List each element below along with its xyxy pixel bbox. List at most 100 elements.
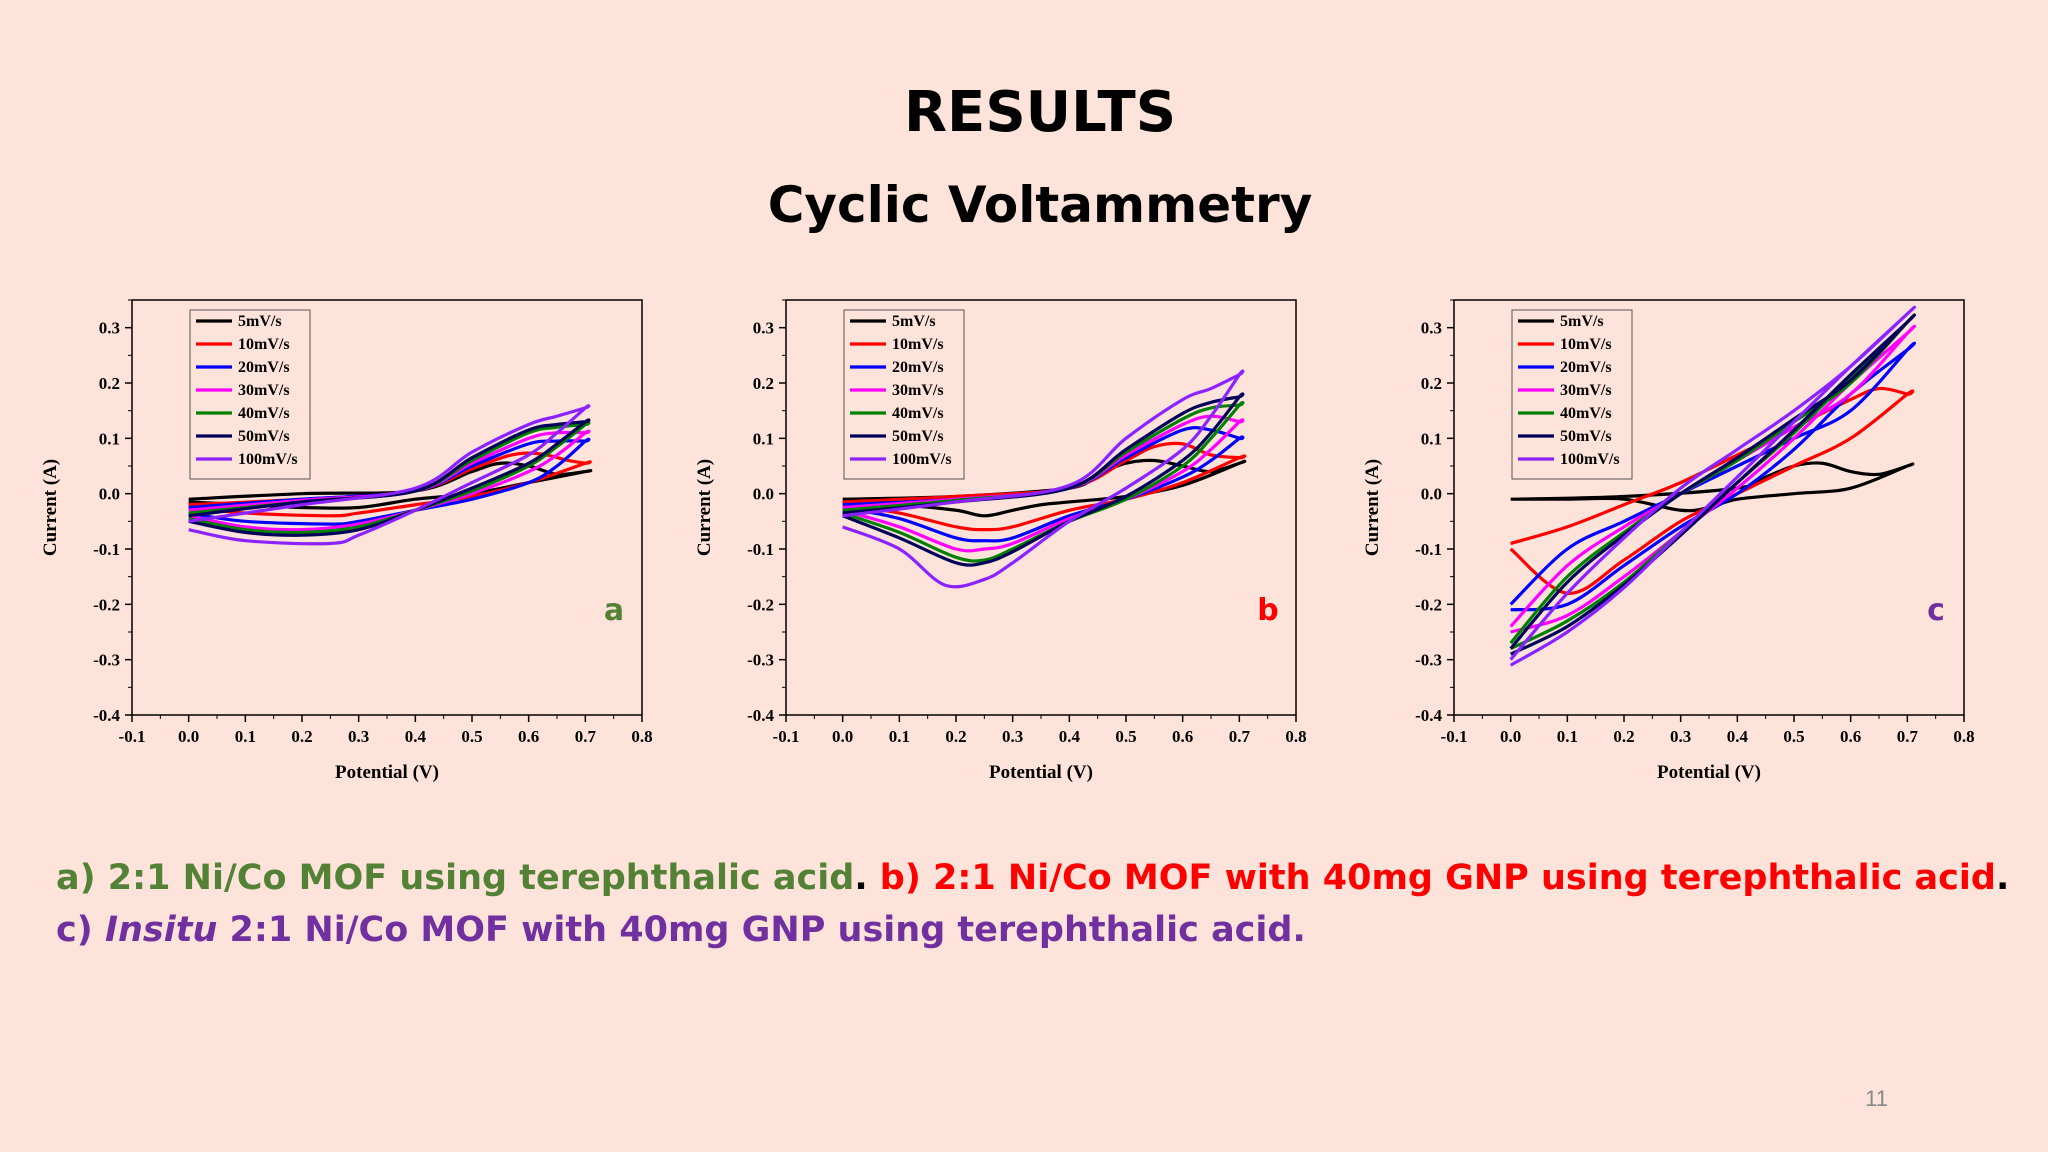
caption-part: 2:1 Ni/Co MOF with 40mg GNP using tereph… xyxy=(217,910,1306,950)
x-axis-label: Potential (V) xyxy=(989,762,1093,783)
x-tick-label: 0.0 xyxy=(1500,727,1521,746)
legend-label: 40mV/s xyxy=(238,405,290,422)
x-tick-label: 0.7 xyxy=(575,727,597,746)
x-tick-label: 0.0 xyxy=(178,727,199,746)
x-tick-label: 0.8 xyxy=(1953,727,1974,746)
x-tick-label: 0.8 xyxy=(631,727,652,746)
caption-part: b) 2:1 Ni/Co MOF with 40mg GNP using ter… xyxy=(879,858,1996,898)
x-tick-label: 0.4 xyxy=(1727,727,1749,746)
x-tick-label: 0.1 xyxy=(235,727,256,746)
y-tick-label: -0.2 xyxy=(93,595,120,614)
x-tick-label: -0.1 xyxy=(119,727,146,746)
y-tick-label: -0.2 xyxy=(1415,595,1442,614)
legend-label: 30mV/s xyxy=(892,382,944,399)
y-axis-label: Current (A) xyxy=(1362,459,1383,556)
legend: 5mV/s 10mV/s 20mV/s 30mV/s 40mV/s 50mV/s 100mV… xyxy=(843,309,965,480)
legend-label: 30mV/s xyxy=(1560,382,1612,399)
slide-title: RESULTS xyxy=(903,80,1177,145)
x-axis-label: Potential (V) xyxy=(1657,762,1761,783)
cv-chart-c: -0.1 0.0 0.1 0.2 0.3 0.4 0.5 0.6 0.7 0.8 -0.4 -0.3 -… xyxy=(1362,299,1975,783)
x-axis-label: Potential (V) xyxy=(335,762,439,783)
legend-label: 5mV/s xyxy=(238,313,282,330)
series-line-30mV-s xyxy=(1509,324,1917,634)
legend-label: 100mV/s xyxy=(1560,451,1620,468)
y-tick-label: -0.4 xyxy=(93,706,120,725)
y-tick-label: 0.3 xyxy=(1421,319,1442,338)
legend-box xyxy=(1511,309,1633,480)
series-line-50mV-s xyxy=(188,418,591,537)
series-line-10mV-s xyxy=(1509,386,1915,595)
x-tick-label: 0.6 xyxy=(1840,727,1861,746)
y-tick-label: 0.1 xyxy=(99,429,120,448)
x-tick-label: 0.3 xyxy=(1670,727,1691,746)
series-line-20mV-s xyxy=(1509,341,1917,612)
legend-box xyxy=(843,309,965,480)
legend-label: 100mV/s xyxy=(238,451,298,468)
y-tick-label: -0.3 xyxy=(747,651,774,670)
slide-subtitle: Cyclic Voltammetry xyxy=(767,176,1313,234)
x-tick-label: 0.4 xyxy=(1059,727,1081,746)
y-tick-label: 0.1 xyxy=(1421,429,1442,448)
y-tick-label: -0.1 xyxy=(93,540,120,559)
x-tick-label: -0.1 xyxy=(773,727,800,746)
legend-label: 20mV/s xyxy=(1560,359,1612,376)
y-tick-label: 0.2 xyxy=(1421,374,1442,393)
legend-label: 10mV/s xyxy=(892,336,944,353)
x-tick-label: 0.0 xyxy=(832,727,853,746)
y-tick-label: 0.3 xyxy=(99,319,120,338)
x-tick-label: 0.7 xyxy=(1897,727,1919,746)
y-tick-label: 0.0 xyxy=(99,485,120,504)
series-line-50mV-s xyxy=(842,392,1245,567)
y-tick-label: -0.1 xyxy=(1415,540,1442,559)
y-tick-label: -0.1 xyxy=(747,540,774,559)
legend-label: 20mV/s xyxy=(238,359,290,376)
x-tick-label: 0.5 xyxy=(1115,727,1136,746)
x-tick-label: 0.3 xyxy=(1002,727,1023,746)
legend-label: 5mV/s xyxy=(1560,313,1604,330)
legend-label: 40mV/s xyxy=(1560,405,1612,422)
caption-part: Insitu xyxy=(104,910,218,950)
series-line-100mV-s xyxy=(1509,305,1917,667)
legend-label: 50mV/s xyxy=(892,428,944,445)
y-tick-label: 0.2 xyxy=(753,374,774,393)
x-tick-label: 0.2 xyxy=(1613,727,1634,746)
y-tick-label: -0.2 xyxy=(747,595,774,614)
x-tick-label: 0.1 xyxy=(889,727,910,746)
x-tick-label: -0.1 xyxy=(1441,727,1468,746)
x-tick-label: 0.8 xyxy=(1285,727,1306,746)
cv-chart-a: -0.1 0.0 0.1 0.2 0.3 0.4 0.5 0.6 0.7 0.8 -0.4 -0.3 -… xyxy=(40,299,653,783)
panel-letter: b xyxy=(1257,593,1278,628)
legend: 5mV/s 10mV/s 20mV/s 30mV/s 40mV/s 50mV/s 100mV… xyxy=(1511,309,1633,480)
caption-part: . xyxy=(854,858,880,898)
x-tick-label: 0.2 xyxy=(291,727,312,746)
x-tick-label: 0.7 xyxy=(1229,727,1251,746)
x-tick-label: 0.5 xyxy=(461,727,482,746)
y-tick-label: -0.4 xyxy=(1415,706,1442,725)
panel-letter: a xyxy=(604,593,624,628)
legend-label: 50mV/s xyxy=(1560,428,1612,445)
legend-label: 10mV/s xyxy=(1560,336,1612,353)
caption-part: a) 2:1 Ni/Co MOF using terephthalic acid xyxy=(56,858,855,898)
cv-chart-b: -0.1 0.0 0.1 0.2 0.3 0.4 0.5 0.6 0.7 0.8 -0.4 -0.3 -… xyxy=(694,299,1307,783)
x-tick-label: 0.6 xyxy=(518,727,539,746)
legend-label: 20mV/s xyxy=(892,359,944,376)
legend-label: 5mV/s xyxy=(892,313,936,330)
legend-label: 100mV/s xyxy=(892,451,952,468)
page-number: 11 xyxy=(1865,1086,1888,1111)
y-tick-label: -0.3 xyxy=(93,651,120,670)
figure-caption: a) 2:1 Ni/Co MOF using terephthalic acid… xyxy=(56,852,2036,956)
series-line-100mV-s xyxy=(842,369,1245,589)
caption-part: . xyxy=(1995,858,2010,898)
caption-part: c) xyxy=(56,910,105,950)
y-axis-label: Current (A) xyxy=(40,459,61,556)
y-tick-label: -0.3 xyxy=(1415,651,1442,670)
x-tick-label: 0.2 xyxy=(945,727,966,746)
x-tick-label: 0.5 xyxy=(1783,727,1804,746)
panel-letter: c xyxy=(1927,593,1945,628)
x-tick-label: 0.1 xyxy=(1557,727,1578,746)
legend: 5mV/s 10mV/s 20mV/s 30mV/s 40mV/s 50mV/s 100mV… xyxy=(189,309,311,480)
y-tick-label: 0.3 xyxy=(753,319,774,338)
legend-label: 30mV/s xyxy=(238,382,290,399)
x-tick-label: 0.6 xyxy=(1172,727,1193,746)
x-tick-label: 0.4 xyxy=(405,727,427,746)
